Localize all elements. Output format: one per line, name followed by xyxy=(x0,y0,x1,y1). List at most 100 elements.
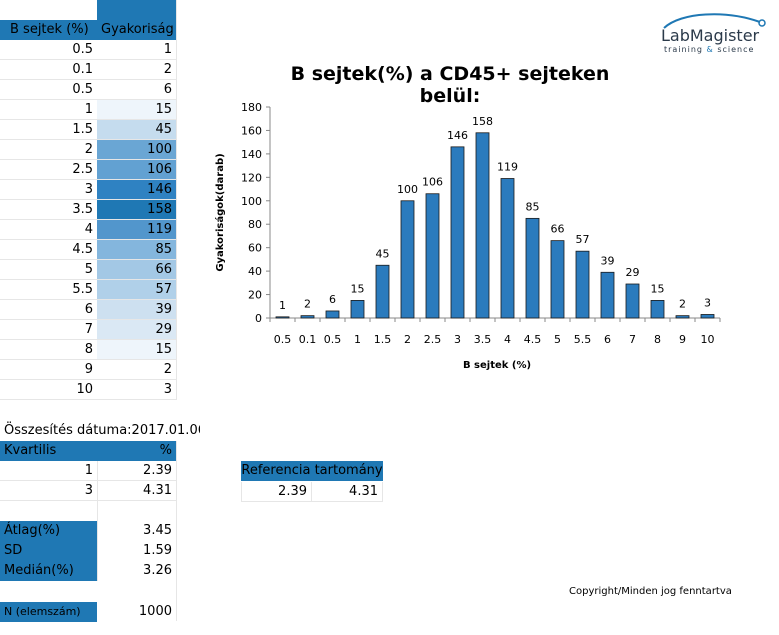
freq-row-b-value: 0.5 xyxy=(0,40,97,60)
bar xyxy=(500,178,515,319)
sd-label: SD xyxy=(0,541,97,561)
x-tick-label: 2.5 xyxy=(424,333,442,346)
freq-row-count: 2 xyxy=(97,60,176,80)
logo-tagline: training & science xyxy=(664,45,754,54)
quartile-1-label: 1 xyxy=(84,463,93,478)
y-tick-label: 180 xyxy=(241,101,262,114)
bar xyxy=(700,314,715,319)
y-tick-label: 0 xyxy=(255,312,262,325)
y-tick-label: 40 xyxy=(248,265,262,278)
bar-data-label: 66 xyxy=(551,223,565,236)
freq-row-count: 15 xyxy=(97,340,176,360)
freq-row-b-value: 1 xyxy=(0,100,97,120)
copyright-text: Copyright/Minden jog fenntartva xyxy=(569,586,732,597)
reference-title: Referencia tartomány xyxy=(241,461,383,481)
freq-row-count: 119 xyxy=(97,220,176,240)
bar-data-label: 6 xyxy=(329,293,336,306)
freq-row-count: 3 xyxy=(97,380,176,400)
histogram-chart: 02040608010012014016018010.520.160.51514… xyxy=(214,101,721,371)
freq-row-b-value: 2 xyxy=(0,140,97,160)
freq-row-b-value: 0.5 xyxy=(0,80,97,100)
x-tick-label: 3 xyxy=(454,333,461,346)
bar-data-label: 85 xyxy=(526,200,540,213)
chart-title: B sejtek(%) a CD45+ sejteken belül: xyxy=(290,63,610,107)
bar-data-label: 119 xyxy=(497,161,518,174)
bar xyxy=(650,300,665,319)
freq-row-count: 45 xyxy=(97,120,176,140)
sd-value: 1.59 xyxy=(143,543,172,558)
median-label: Medián(%) xyxy=(0,561,97,581)
freq-row-count: 66 xyxy=(97,260,176,280)
y-tick-label: 80 xyxy=(248,218,262,231)
freq-row-b-value: 7 xyxy=(0,320,97,340)
bar-data-label: 15 xyxy=(651,282,665,295)
atlag-label: Átlag(%) xyxy=(0,521,97,541)
freq-row-b-value: 8 xyxy=(0,340,97,360)
logo-swoosh-icon xyxy=(663,13,766,29)
freq-row-count: 15 xyxy=(97,100,176,120)
freq-row-b-value: 2.5 xyxy=(0,160,97,180)
bar-data-label: 57 xyxy=(576,233,590,246)
bar-data-label: 29 xyxy=(626,266,640,279)
freq-row-count: 146 xyxy=(97,180,176,200)
freq-row-b-value: 0.1 xyxy=(0,60,97,80)
reference-high: 4.31 xyxy=(312,482,383,502)
bar xyxy=(325,310,340,319)
freq-row-b-value: 1.5 xyxy=(0,120,97,140)
n-value: 1000 xyxy=(138,604,172,619)
x-tick-label: 3.5 xyxy=(474,333,492,346)
bar xyxy=(625,283,640,319)
header-spacer xyxy=(97,0,176,20)
x-tick-label: 4.5 xyxy=(524,333,542,346)
bar xyxy=(675,315,690,319)
bar xyxy=(450,146,465,319)
y-tick-label: 60 xyxy=(248,242,262,255)
kvartilis-header: Kvartilis xyxy=(0,441,97,461)
x-tick-label: 5 xyxy=(554,333,561,346)
bar xyxy=(300,315,315,319)
x-tick-label: 1.5 xyxy=(374,333,392,346)
x-tick-label: 4 xyxy=(504,333,511,346)
logo-tagline-amp: & xyxy=(706,45,714,54)
quartile-1-value: 2.39 xyxy=(143,463,172,478)
bar xyxy=(575,250,590,319)
y-tick-label: 120 xyxy=(241,171,262,184)
x-tick-label: 0.1 xyxy=(299,333,317,346)
x-tick-label: 10 xyxy=(701,333,715,346)
bar-data-label: 45 xyxy=(376,247,390,260)
bar-data-label: 15 xyxy=(351,282,365,295)
x-tick-label: 2 xyxy=(404,333,411,346)
col-b-sejtek-header: B sejtek (%) xyxy=(0,20,97,40)
logo-tagline-left: training xyxy=(664,45,703,54)
freq-row-count: 1 xyxy=(97,40,176,60)
bar-data-label: 1 xyxy=(279,299,286,312)
x-tick-label: 7 xyxy=(629,333,636,346)
bar xyxy=(275,316,290,319)
quartile-3-value: 4.31 xyxy=(143,483,172,498)
x-tick-label: 5.5 xyxy=(574,333,592,346)
freq-row-count: 100 xyxy=(97,140,176,160)
col-gyakorisag-header: Gyakoriság xyxy=(97,20,176,40)
y-tick-label: 100 xyxy=(241,195,262,208)
freq-row-count: 2 xyxy=(97,360,176,380)
bar xyxy=(425,193,440,319)
bar-data-label: 2 xyxy=(679,298,686,311)
freq-row-b-value: 3 xyxy=(0,180,97,200)
y-axis-title: Gyakoriságok(darab) xyxy=(214,153,226,271)
x-tick-label: 9 xyxy=(679,333,686,346)
summary-date: Összesítés dátuma:2017.01.06. xyxy=(4,423,200,438)
freq-row-count: 6 xyxy=(97,80,176,100)
x-tick-label: 8 xyxy=(654,333,661,346)
bar-data-label: 158 xyxy=(472,115,493,128)
y-tick-label: 140 xyxy=(241,148,262,161)
bar-data-label: 3 xyxy=(704,296,711,309)
bar-data-label: 146 xyxy=(447,129,468,142)
x-tick-label: 1 xyxy=(354,333,361,346)
freq-row-count: 106 xyxy=(97,160,176,180)
bar xyxy=(600,271,615,319)
freq-row-count: 57 xyxy=(97,280,176,300)
quartile-3-label: 3 xyxy=(84,483,93,498)
logo-name: LabMagister xyxy=(661,26,760,45)
bar-data-label: 106 xyxy=(422,176,443,189)
bar-data-label: 2 xyxy=(304,298,311,311)
